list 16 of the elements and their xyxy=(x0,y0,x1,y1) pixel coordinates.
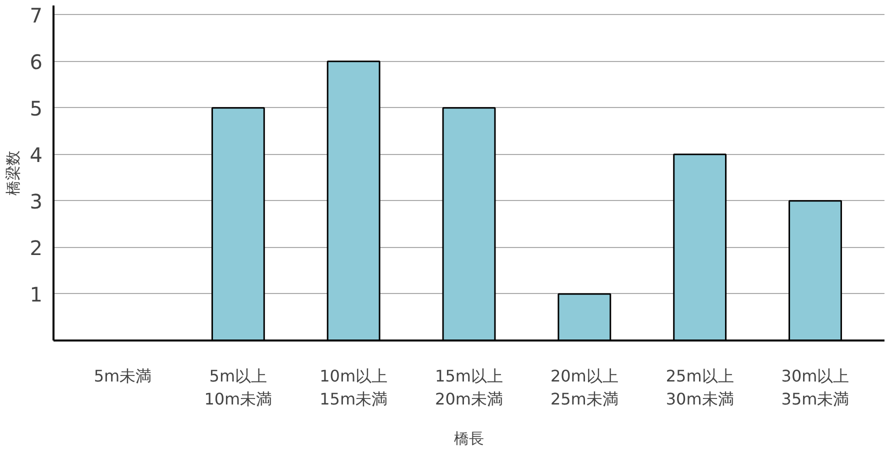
y-tick-label: 5 xyxy=(30,96,43,120)
y-tick-label: 2 xyxy=(30,236,43,260)
y-tick-label: 6 xyxy=(30,50,43,74)
x-tick-label: 10m以上 15m未満 xyxy=(320,366,388,408)
x-tick-label: 5m以上 10m未満 xyxy=(204,366,272,408)
x-tick-label: 30m以上 35m未満 xyxy=(781,366,850,408)
x-tick-label: 5m未満 xyxy=(94,366,152,386)
x-tick-label: 20m以上 25m未満 xyxy=(550,366,618,408)
y-tick-label: 3 xyxy=(30,189,43,214)
y-tick-label: 4 xyxy=(30,142,43,167)
y-axis-title: 橋梁数 xyxy=(4,150,22,196)
y-tick-label: 7 xyxy=(30,3,43,28)
x-tick-label: 15m以上 20m未満 xyxy=(435,366,503,408)
x-axis-title: 橋長 xyxy=(454,429,484,448)
y-tick-label: 1 xyxy=(30,282,43,306)
x-tick-label: 25m以上 30m未満 xyxy=(666,366,734,408)
